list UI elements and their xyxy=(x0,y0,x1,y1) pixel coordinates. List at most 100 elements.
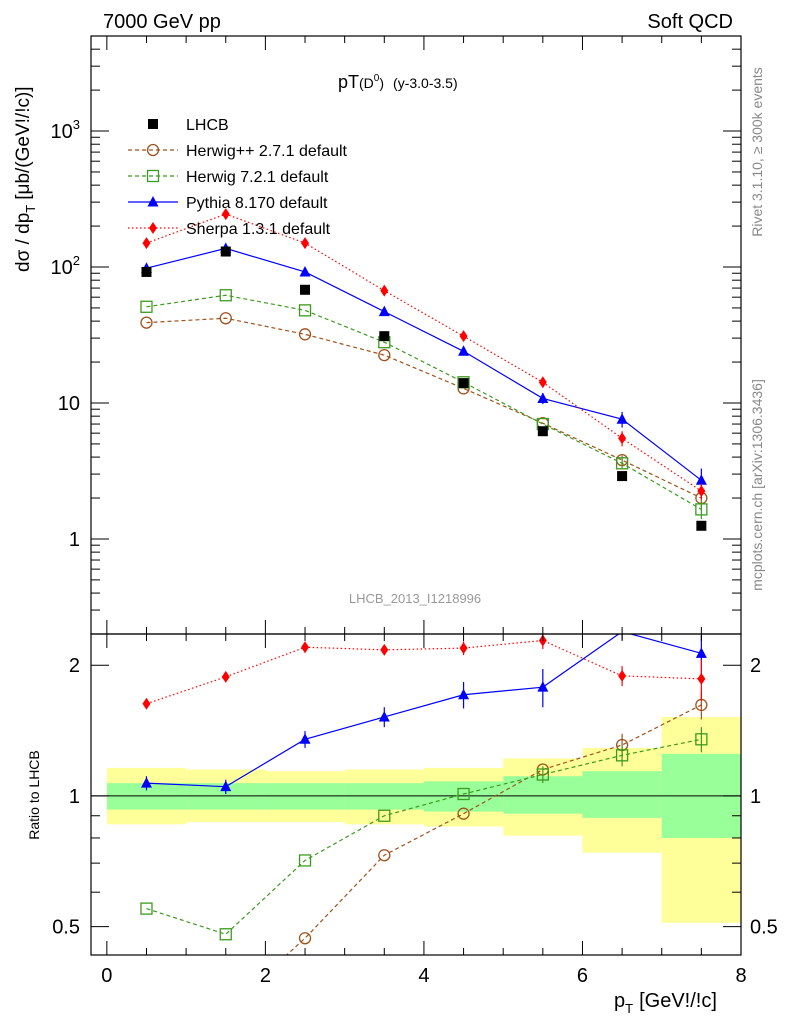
tick-base: 10 xyxy=(51,257,73,279)
main-point-herwig xyxy=(140,316,153,329)
main-point-herwig xyxy=(378,348,391,362)
main-point-herwig xyxy=(219,312,232,325)
x-tick-label: 8 xyxy=(735,965,746,987)
main-line-herwig xyxy=(146,294,702,510)
main-point-herwig xyxy=(219,289,232,302)
legend: LHCB Herwig++ 2.7.1 default Herwig 7.2.1 d… xyxy=(128,117,348,238)
legend-marker-sherpa xyxy=(149,222,157,234)
mcplots-credit-label: mcplots.cern.ch [arXiv:1306.3436] xyxy=(749,379,765,591)
ratio-point-herwig xyxy=(219,928,232,941)
ylabel-main: dσ / dp xyxy=(13,213,34,272)
title-close: ) xyxy=(379,75,384,91)
ratio-point-sherpa xyxy=(459,642,468,655)
x-tick-label: 0 xyxy=(101,965,112,987)
main-point-herwig xyxy=(615,457,629,470)
main-point-sherpa xyxy=(538,376,547,389)
main-point-pythia xyxy=(695,474,707,485)
legend-label-pythia: Pythia 8.170 default xyxy=(186,195,328,212)
ratio-point-herwig xyxy=(457,787,470,801)
legend-label-lhcb: LHCB xyxy=(186,117,229,134)
plot-title: pT(D0) (y-3.0-3.5) xyxy=(338,72,458,92)
ratio-point-sherpa xyxy=(697,672,706,685)
uncertainty-band-green xyxy=(582,771,662,818)
ratio-line-herwig xyxy=(146,738,702,935)
ratio-point-herwig xyxy=(695,733,708,746)
main-point-lhcb xyxy=(696,520,707,531)
main-point-lhcb xyxy=(617,471,628,482)
ratio-point-herwig xyxy=(615,749,629,762)
ratio-frame xyxy=(90,633,742,956)
ylabel-sub: T xyxy=(23,205,38,213)
ratio-point-pythia xyxy=(140,777,152,788)
ratio-y-tick-label-left: 1 xyxy=(69,786,80,808)
x-tick-label: 4 xyxy=(418,965,429,987)
main-point-sherpa xyxy=(459,330,468,343)
legend-label-herwig: Herwig 7.2.1 default xyxy=(186,169,329,186)
main-point-sherpa xyxy=(697,485,706,498)
main-point-pythia xyxy=(378,305,390,317)
main-point-sherpa xyxy=(380,284,389,297)
legend-marker-herwig xyxy=(146,169,160,183)
ratio-point-herwig xyxy=(298,932,312,945)
ratio-ylabel: Ratio to LHCB xyxy=(26,750,42,839)
ratio-y-tick-label-left: 0.5 xyxy=(52,917,80,939)
ratio-point-pythia xyxy=(458,688,470,700)
analysis-watermark: LHCB_2013_I1218996 xyxy=(349,591,481,606)
ratio-point-pythia xyxy=(299,733,311,744)
tick-base: 10 xyxy=(51,121,73,143)
ylabel-unit: [μb/(GeV!/!c)] xyxy=(13,86,34,199)
title-main: pT xyxy=(338,72,359,92)
xlabel: pT [GeV!/!c] xyxy=(614,990,717,1016)
ratio-point-herwig xyxy=(536,768,549,781)
main-point-herwig xyxy=(298,304,312,317)
xlabel-unit: [GeV!/!c] xyxy=(639,990,717,1012)
ratio-y-tick-label-left: 2 xyxy=(69,655,80,677)
main-ylabel: dσ / dpT [μb/(GeV!/!c)] xyxy=(13,86,38,272)
main-point-lhcb xyxy=(379,331,390,342)
main-point-pythia xyxy=(299,265,311,277)
ratio-line-sherpa xyxy=(146,639,702,705)
ratio-y-tick-label-right: 0.5 xyxy=(750,917,778,939)
ratio-line-pythia xyxy=(146,634,702,788)
legend-label-herwig: Herwig++ 2.7.1 default xyxy=(186,143,348,160)
tick-exponent: 3 xyxy=(73,117,80,132)
uncertainty-band-green xyxy=(423,781,504,812)
ratio-point-sherpa xyxy=(380,643,389,656)
ratio-point-pythia xyxy=(378,710,390,722)
ratio-point-pythia xyxy=(695,647,707,658)
xlabel-sub: T xyxy=(625,1001,633,1016)
legend-marker-herwig xyxy=(146,143,160,157)
ratio-point-pythia xyxy=(220,780,232,792)
ratio-point-sherpa xyxy=(301,641,310,654)
title-paren: (D xyxy=(359,75,374,91)
main-point-lhcb xyxy=(141,266,152,277)
main-point-pythia xyxy=(537,392,549,403)
main-point-sherpa xyxy=(221,208,230,221)
main-y-tick-label: 103 xyxy=(51,117,80,143)
header-left: 7000 GeV pp xyxy=(103,11,221,33)
ratio-y-tick-label-right: 1 xyxy=(750,786,761,808)
main-point-lhcb xyxy=(220,246,231,257)
legend-marker-lhcb xyxy=(148,119,158,129)
main-line-herwig xyxy=(146,317,702,499)
main-point-sherpa xyxy=(618,432,627,445)
ratio-point-pythia xyxy=(537,681,549,692)
ratio-panel xyxy=(91,716,741,923)
ratio-point-sherpa xyxy=(142,697,151,710)
legend-marker-pythia xyxy=(147,196,159,207)
ratio-y-tick-label-right: 2 xyxy=(750,655,761,677)
main-point-sherpa xyxy=(301,237,310,250)
ratio-point-herwig xyxy=(298,854,312,867)
main-point-herwig xyxy=(140,300,153,313)
x-tick-label: 6 xyxy=(577,965,588,987)
main-series-layer xyxy=(140,208,708,531)
title-range: (y-3.0-3.5) xyxy=(393,75,458,91)
main-point-lhcb xyxy=(300,284,311,295)
ratio-point-sherpa xyxy=(618,669,627,682)
ratio-series-layer xyxy=(140,634,708,955)
main-point-lhcb xyxy=(458,378,469,389)
main-y-tick-label: 1 xyxy=(69,529,80,551)
main-point-pythia xyxy=(458,345,470,356)
